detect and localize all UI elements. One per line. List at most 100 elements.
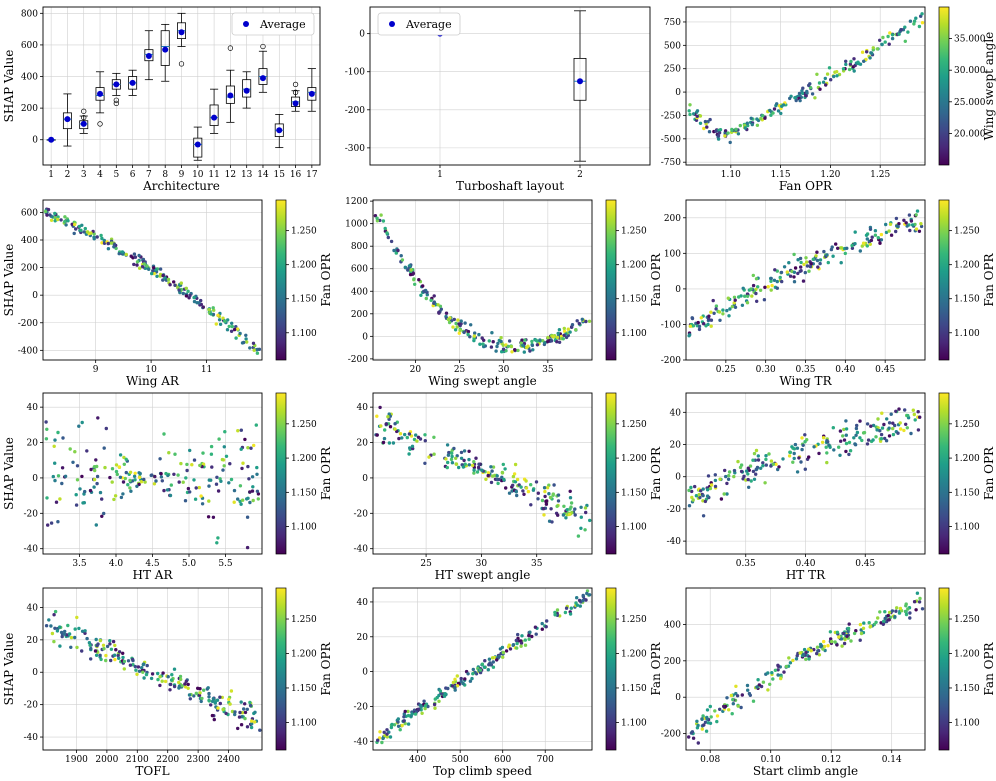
scatter-point: [687, 109, 691, 113]
scatter-point: [515, 641, 519, 646]
scatter-point: [883, 40, 887, 44]
scatter-point: [759, 466, 763, 470]
scatter-point: [160, 679, 164, 683]
scatter-point: [691, 498, 695, 502]
scatter-point: [544, 502, 549, 506]
box-outlier: [97, 121, 103, 127]
scatter-point: [93, 649, 98, 653]
scatter-point: [827, 66, 832, 70]
scatter-point: [695, 109, 700, 113]
y-tick-label: 800: [21, 9, 38, 19]
scatter-point: [173, 452, 177, 456]
scatter-point: [858, 436, 862, 440]
scatter-point: [413, 712, 418, 716]
scatter-point: [848, 62, 853, 66]
scatter-point: [564, 335, 569, 340]
scatter-point: [701, 487, 705, 491]
scatter-point: [736, 132, 741, 136]
scatter-point: [896, 431, 900, 435]
scatter-point: [375, 219, 380, 223]
scatter-point: [74, 503, 79, 507]
scatter-point: [556, 493, 561, 497]
scatter-point: [709, 324, 713, 328]
scatter-point: [698, 121, 703, 126]
scatter-point: [819, 644, 824, 648]
colorbar-tick-label: 1.200: [954, 454, 980, 464]
scatter-point: [878, 38, 882, 42]
scatter-point: [403, 265, 407, 269]
scatter-point: [732, 301, 736, 305]
y-tick-label: 600: [21, 41, 38, 51]
scatter-point: [694, 118, 699, 123]
scatter-point: [131, 663, 135, 667]
scatter-point: [745, 121, 749, 125]
scatter-point: [839, 261, 843, 265]
scatter-point: [160, 479, 164, 483]
scatter-point: [56, 430, 60, 435]
scatter-point: [841, 67, 846, 71]
scatter-point: [477, 462, 481, 466]
y-tick-label: -200: [661, 730, 681, 740]
scatter-point: [104, 426, 109, 431]
scatter-point: [206, 686, 210, 690]
scatter-point: [549, 339, 554, 343]
scatter-point: [445, 465, 449, 470]
x-tick-label: 0.35: [795, 365, 815, 375]
colorbar-tick-label: 1.150: [291, 295, 317, 305]
scatter-point: [245, 340, 249, 344]
scatter-point: [890, 36, 895, 41]
scatter-point: [882, 619, 886, 623]
y-tick-label: -200: [348, 355, 368, 365]
scatter-point: [164, 471, 168, 476]
scatter-point: [58, 497, 62, 501]
scatter-point: [255, 465, 259, 470]
x-axis-label: Turboshaft layout: [456, 179, 564, 193]
scatter-point: [241, 498, 245, 502]
scatter-point: [484, 477, 488, 481]
scatter-point: [487, 663, 491, 667]
scatter-point: [873, 229, 878, 233]
scatter-point: [795, 654, 799, 658]
scatter-point: [419, 293, 423, 297]
scatter-point: [443, 692, 447, 696]
scatter-point: [788, 450, 793, 455]
scatter-point: [816, 649, 820, 653]
scatter-point: [239, 447, 243, 451]
x-tick-label: 2100: [126, 755, 149, 765]
scatter-point: [123, 476, 128, 481]
scatter-point: [393, 427, 397, 431]
y-tick-label: 400: [21, 236, 38, 246]
scatter-point: [236, 429, 240, 433]
y-tick-label: 40: [27, 603, 39, 613]
legend: Average: [231, 12, 315, 36]
scatter-point: [842, 636, 847, 641]
scatter-point: [573, 513, 577, 517]
scatter-point: [233, 712, 237, 717]
scatter-point: [207, 308, 211, 312]
y-tick-label: -40: [667, 537, 682, 547]
scatter-point: [114, 648, 118, 652]
scatter-point: [743, 126, 747, 130]
scatter-point: [377, 736, 382, 740]
scatter-point: [730, 304, 735, 309]
scatter-point: [694, 494, 699, 498]
scatter-point: [704, 324, 708, 328]
average-marker: [48, 136, 55, 143]
scatter-point: [909, 431, 913, 436]
scatter-point: [501, 462, 505, 467]
scatter-point: [581, 593, 585, 598]
scatter-point: [149, 676, 154, 681]
scatter-point: [44, 420, 48, 424]
scatter-point: [402, 712, 406, 716]
scatter-point: [852, 436, 856, 440]
scatter-point: [113, 643, 117, 648]
scatter-point: [529, 483, 533, 487]
scatter-point: [696, 320, 700, 325]
scatter-point: [112, 245, 116, 249]
scatter-point: [513, 348, 517, 352]
scatter-point: [117, 650, 122, 654]
scatter-point: [722, 704, 726, 709]
scatter-point: [246, 464, 250, 469]
scatter-point: [190, 463, 194, 467]
scatter-point: [166, 675, 170, 679]
